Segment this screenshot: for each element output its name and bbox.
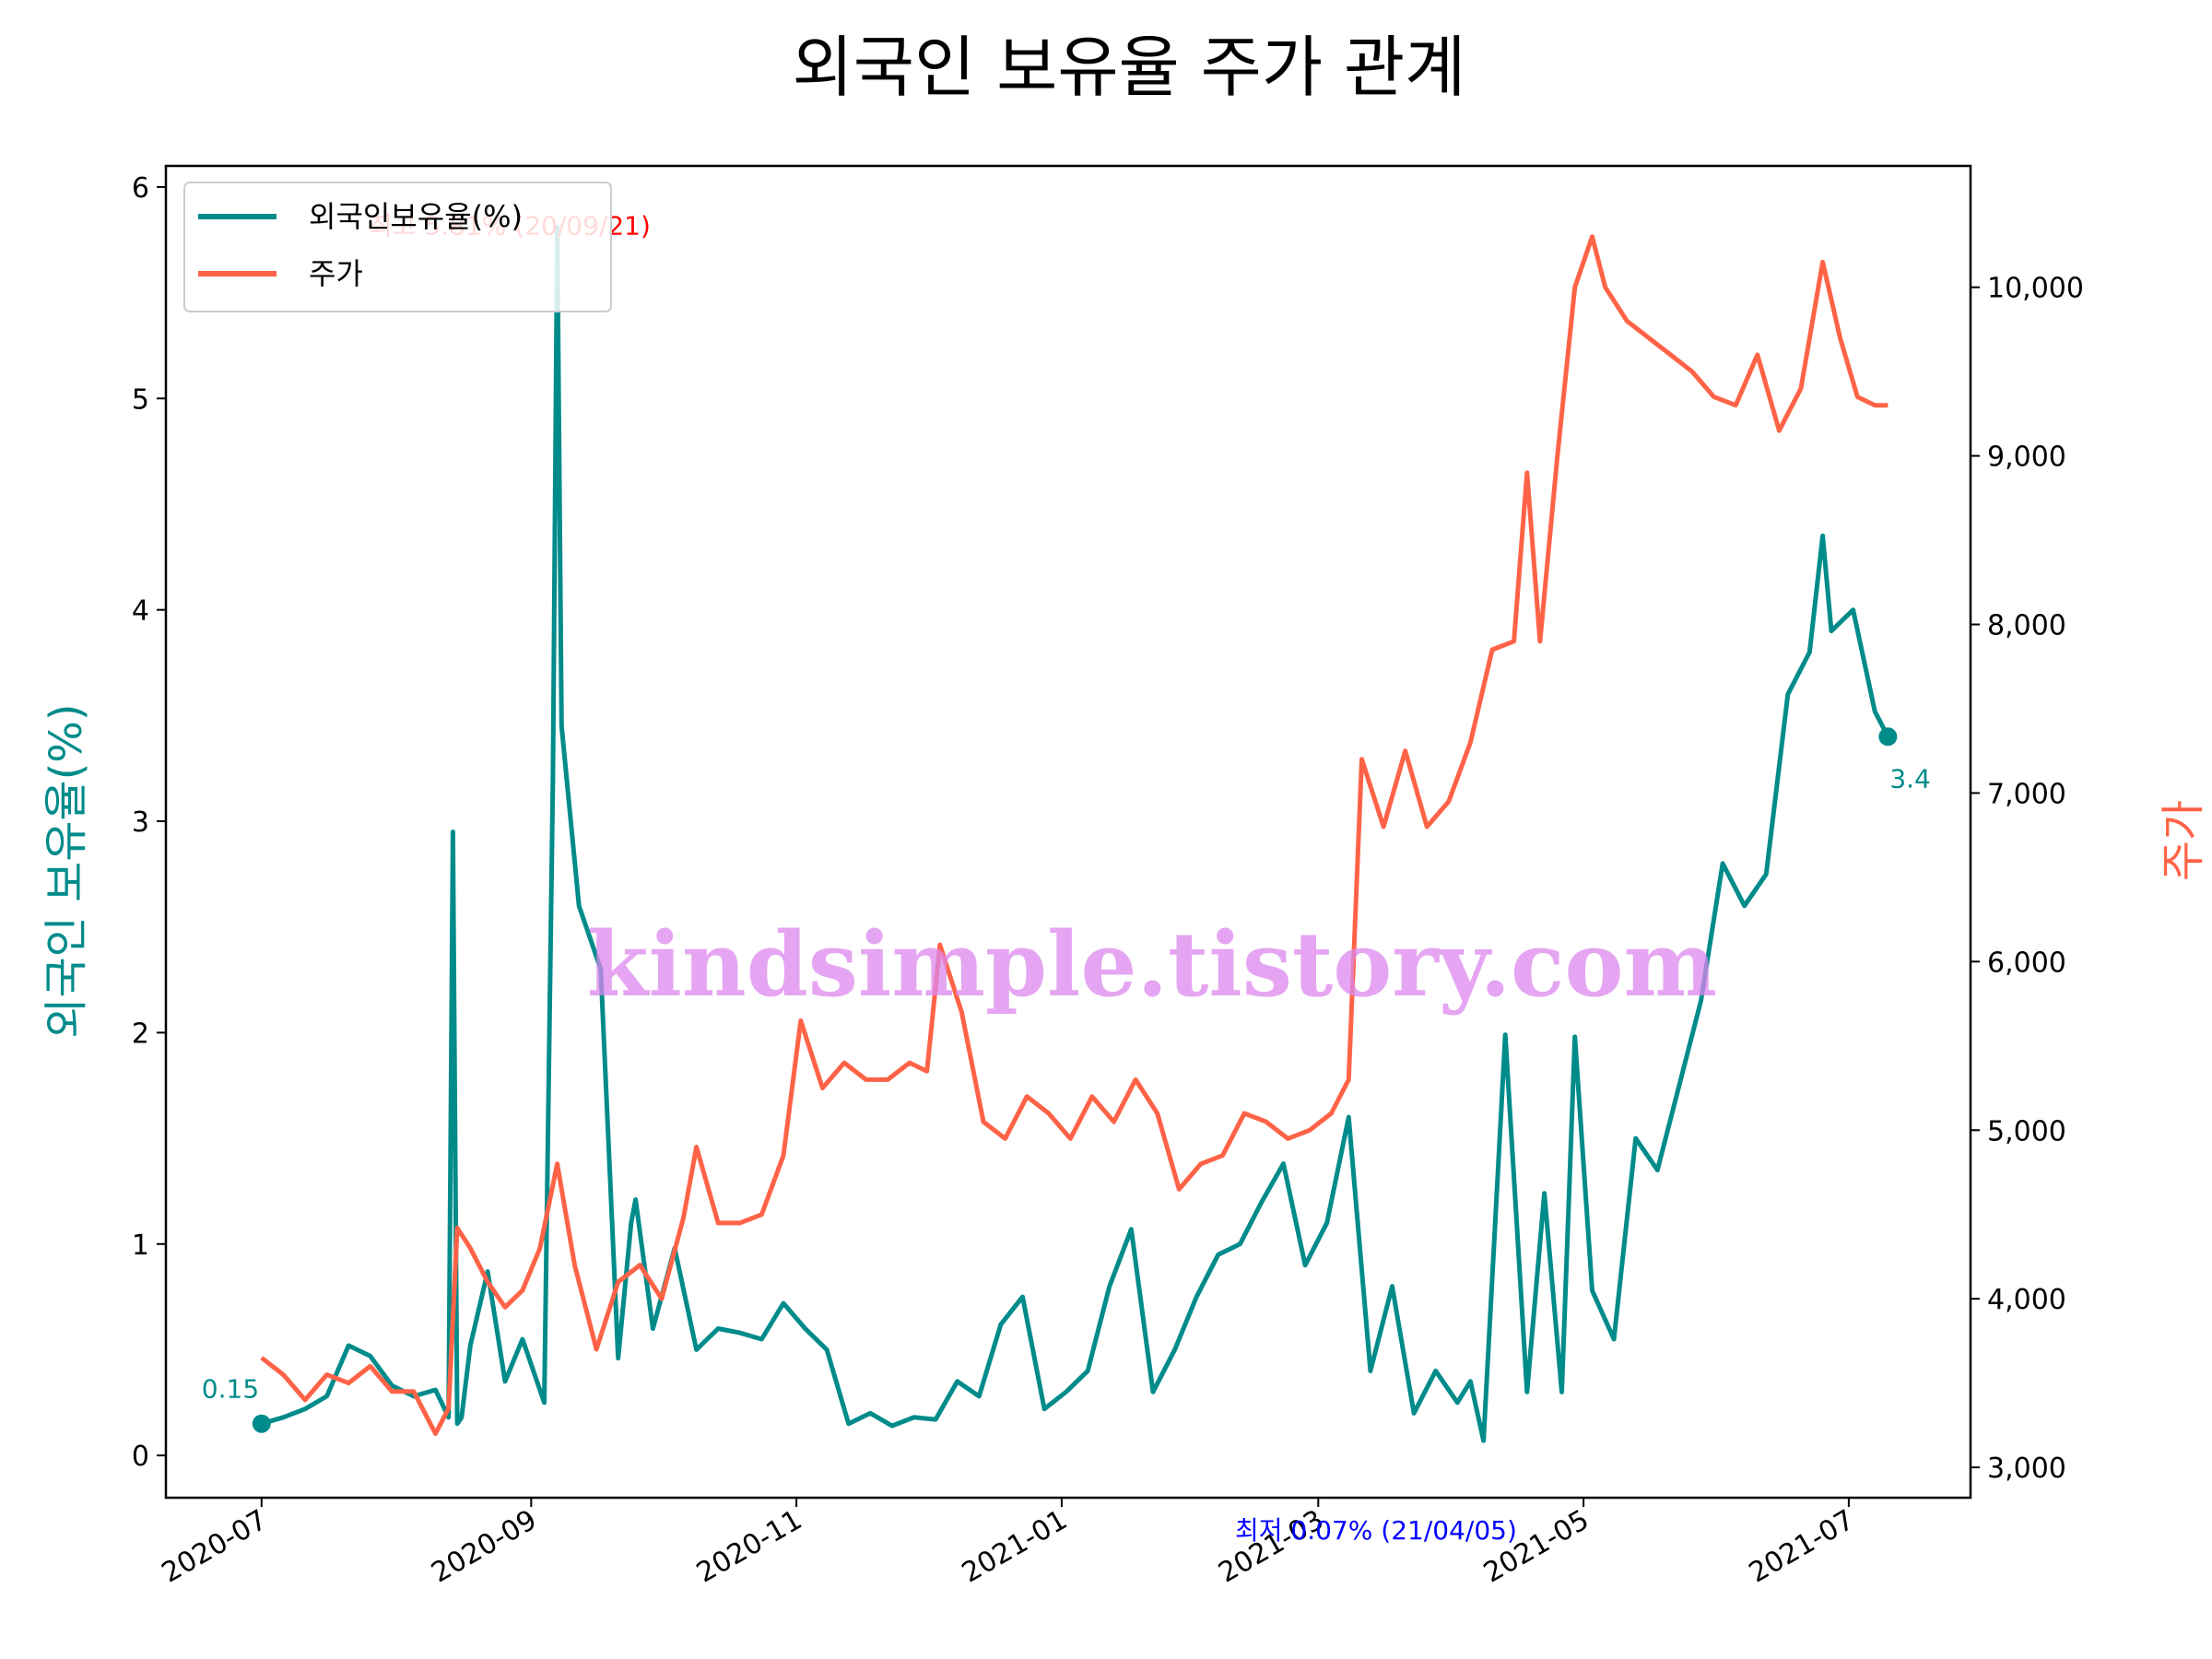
y-left-tick-label: 6	[132, 172, 149, 205]
y-right-tick-label: 10,000	[1987, 273, 2084, 305]
y-right-tick-label: 6,000	[1987, 947, 2066, 979]
start-marker	[252, 1414, 271, 1433]
plot-frame	[164, 164, 1972, 1500]
annotation-min: 최저 0.07% (21/04/05)	[1235, 1515, 1517, 1546]
y-left-tick-label: 5	[132, 383, 149, 416]
annotation-end: 3.4	[1889, 763, 1931, 794]
legend-label-foreign: 외국인보유율(%)	[309, 199, 523, 234]
end-marker	[1878, 727, 1898, 747]
series-line-price	[260, 234, 1888, 1436]
y-left-tick-label: 2	[132, 1018, 149, 1050]
annotation-start: 0.15	[202, 1374, 259, 1405]
watermark-layer: kindsimple.tistory.com	[587, 912, 1717, 1017]
y-left-tick-label: 3	[132, 806, 149, 839]
y-left-tick-label: 1	[132, 1230, 149, 1262]
y-left-tick-label: 0	[132, 1441, 149, 1473]
series-line-foreign	[261, 225, 1890, 1443]
y-left-tick-label: 4	[132, 595, 149, 628]
y-right-tick-label: 8,000	[1987, 610, 2066, 642]
legend-box	[183, 182, 612, 312]
y-axis-right-label: 주가	[2158, 800, 2209, 881]
watermark-text: kindsimple.tistory.com	[587, 912, 1717, 1017]
series-lines	[260, 225, 1890, 1443]
y-right-tick-label: 7,000	[1987, 778, 2066, 810]
legend: 외국인보유율(%) 주가	[183, 182, 612, 312]
legend-label-price: 주가	[309, 256, 363, 291]
chart-title: 외국인 보유율 주가 관계	[792, 29, 1465, 106]
y-right-tick-label: 5,000	[1987, 1115, 2066, 1147]
y-right-tick-label: 4,000	[1987, 1284, 2066, 1316]
y-axis-left-label: 외국인 보유율(%)	[41, 703, 92, 1038]
y-right-tick-label: 9,000	[1987, 441, 2066, 474]
y-right-tick-label: 3,000	[1987, 1453, 2066, 1485]
